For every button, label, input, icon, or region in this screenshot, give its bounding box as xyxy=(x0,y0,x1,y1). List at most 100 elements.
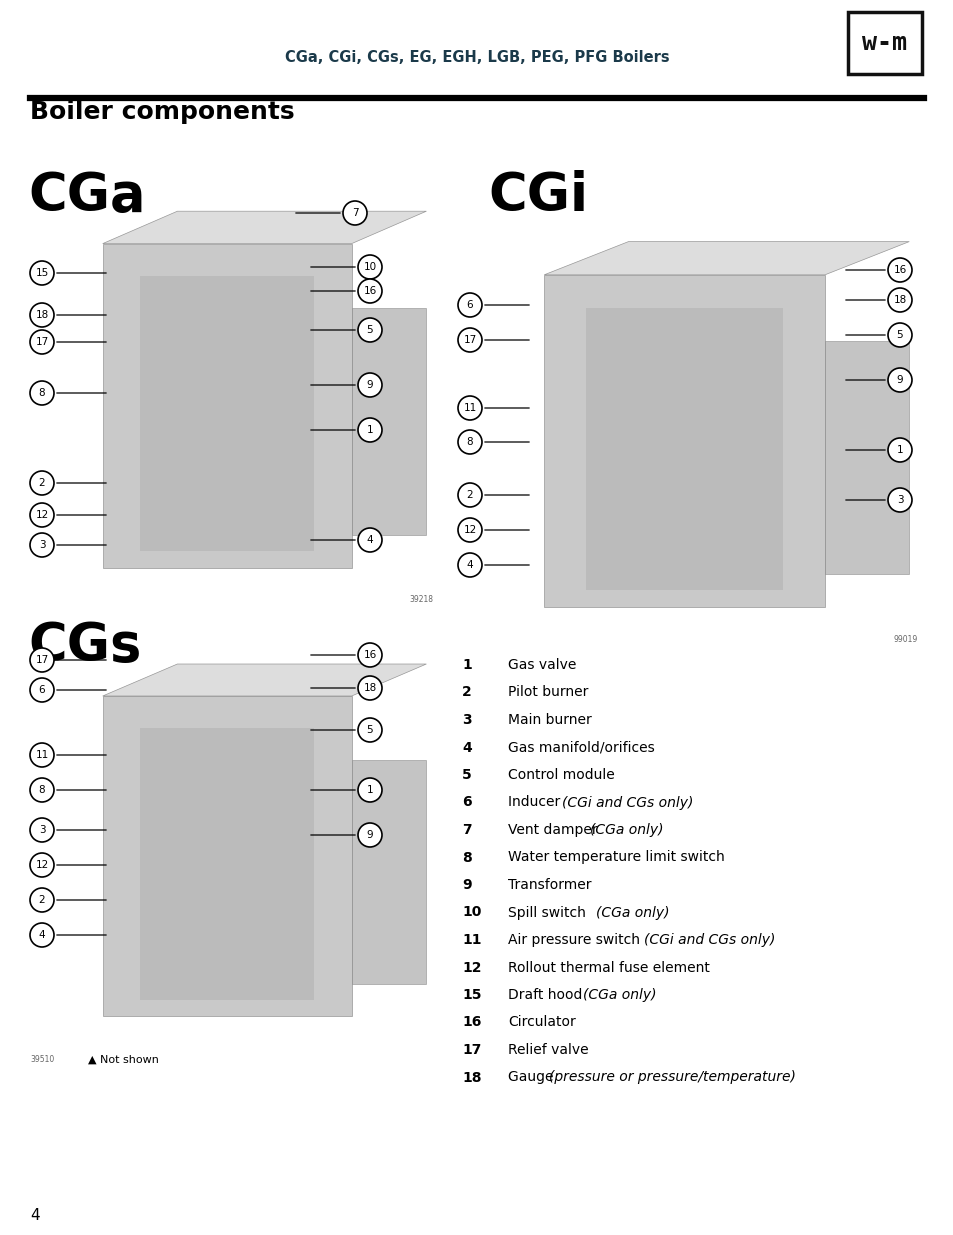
Text: 16: 16 xyxy=(363,287,376,296)
Text: Rollout thermal fuse element: Rollout thermal fuse element xyxy=(507,961,709,974)
Text: 9: 9 xyxy=(366,830,373,840)
Text: 1: 1 xyxy=(366,425,373,435)
Circle shape xyxy=(30,888,54,911)
Text: Water temperature limit switch: Water temperature limit switch xyxy=(507,851,724,864)
Circle shape xyxy=(457,396,481,420)
Text: Pilot burner: Pilot burner xyxy=(507,685,588,699)
Text: 12: 12 xyxy=(463,525,476,535)
Text: Draft hood: Draft hood xyxy=(507,988,586,1002)
Bar xyxy=(352,309,426,535)
Bar xyxy=(140,727,314,1000)
Circle shape xyxy=(30,261,54,285)
Circle shape xyxy=(457,553,481,577)
Polygon shape xyxy=(543,242,908,275)
Text: Spill switch: Spill switch xyxy=(507,905,590,920)
Circle shape xyxy=(30,853,54,877)
Text: 18: 18 xyxy=(35,310,49,320)
Text: 3: 3 xyxy=(39,540,45,550)
Text: Main burner: Main burner xyxy=(507,713,591,727)
Text: Gauge: Gauge xyxy=(507,1071,558,1084)
Circle shape xyxy=(357,279,381,303)
Text: 6: 6 xyxy=(461,795,471,809)
Circle shape xyxy=(30,923,54,947)
Text: 10: 10 xyxy=(461,905,481,920)
Text: 11: 11 xyxy=(461,932,481,947)
Bar xyxy=(28,648,442,1049)
Bar xyxy=(459,225,927,640)
Text: 15: 15 xyxy=(35,268,49,278)
Text: 2: 2 xyxy=(461,685,471,699)
Text: 11: 11 xyxy=(35,750,49,760)
Circle shape xyxy=(30,534,54,557)
Text: 1: 1 xyxy=(366,785,373,795)
Text: 8: 8 xyxy=(39,785,45,795)
Text: 4: 4 xyxy=(461,741,471,755)
Text: ▲ Not shown: ▲ Not shown xyxy=(88,1055,159,1065)
Circle shape xyxy=(30,743,54,767)
Text: 9: 9 xyxy=(461,878,471,892)
Text: 8: 8 xyxy=(461,851,471,864)
Circle shape xyxy=(357,718,381,742)
Circle shape xyxy=(30,503,54,527)
Circle shape xyxy=(457,517,481,542)
Text: 5: 5 xyxy=(896,330,902,340)
Circle shape xyxy=(887,438,911,462)
Text: 12: 12 xyxy=(35,510,49,520)
Text: 7: 7 xyxy=(352,207,358,219)
Circle shape xyxy=(457,293,481,317)
Text: 2: 2 xyxy=(39,895,45,905)
Text: 15: 15 xyxy=(461,988,481,1002)
Circle shape xyxy=(357,676,381,700)
Text: Gas valve: Gas valve xyxy=(507,658,576,672)
Text: 39510: 39510 xyxy=(30,1056,54,1065)
Text: (CGa only): (CGa only) xyxy=(589,823,662,837)
Text: 16: 16 xyxy=(461,1015,481,1030)
Circle shape xyxy=(30,303,54,327)
Circle shape xyxy=(357,643,381,667)
Text: (pressure or pressure/temperature): (pressure or pressure/temperature) xyxy=(548,1071,795,1084)
Text: 5: 5 xyxy=(366,725,373,735)
Circle shape xyxy=(357,529,381,552)
Text: 6: 6 xyxy=(39,685,45,695)
Circle shape xyxy=(887,488,911,513)
Text: 2: 2 xyxy=(466,490,473,500)
Text: 17: 17 xyxy=(463,335,476,345)
Polygon shape xyxy=(103,664,426,697)
Bar xyxy=(352,760,426,984)
Text: Control module: Control module xyxy=(507,768,614,782)
Text: 16: 16 xyxy=(363,650,376,659)
Text: CGa: CGa xyxy=(28,170,146,222)
Circle shape xyxy=(30,471,54,495)
Text: 5: 5 xyxy=(366,325,373,335)
Text: 3: 3 xyxy=(461,713,471,727)
Text: CGs: CGs xyxy=(28,620,141,672)
Text: 12: 12 xyxy=(461,961,481,974)
Circle shape xyxy=(30,678,54,701)
Circle shape xyxy=(457,430,481,454)
Text: 9: 9 xyxy=(366,380,373,390)
Text: 17: 17 xyxy=(35,655,49,664)
Text: 17: 17 xyxy=(35,337,49,347)
Text: CGi: CGi xyxy=(488,170,587,222)
Text: 8: 8 xyxy=(39,388,45,398)
Bar xyxy=(586,308,782,590)
Bar xyxy=(847,12,921,74)
Text: 4: 4 xyxy=(30,1208,40,1223)
Text: Inducer: Inducer xyxy=(507,795,564,809)
Circle shape xyxy=(357,317,381,342)
Circle shape xyxy=(457,483,481,508)
Text: 8: 8 xyxy=(466,437,473,447)
Circle shape xyxy=(30,778,54,802)
Bar xyxy=(103,697,352,1016)
Text: Relief valve: Relief valve xyxy=(507,1044,588,1057)
Text: 3: 3 xyxy=(39,825,45,835)
Text: Gas manifold/orifices: Gas manifold/orifices xyxy=(507,741,654,755)
Text: 10: 10 xyxy=(363,262,376,272)
Text: 7: 7 xyxy=(461,823,471,837)
Circle shape xyxy=(457,329,481,352)
Text: 18: 18 xyxy=(892,295,905,305)
Bar xyxy=(824,341,908,573)
Circle shape xyxy=(887,288,911,312)
Text: w-m: w-m xyxy=(862,31,906,56)
Polygon shape xyxy=(103,211,426,243)
